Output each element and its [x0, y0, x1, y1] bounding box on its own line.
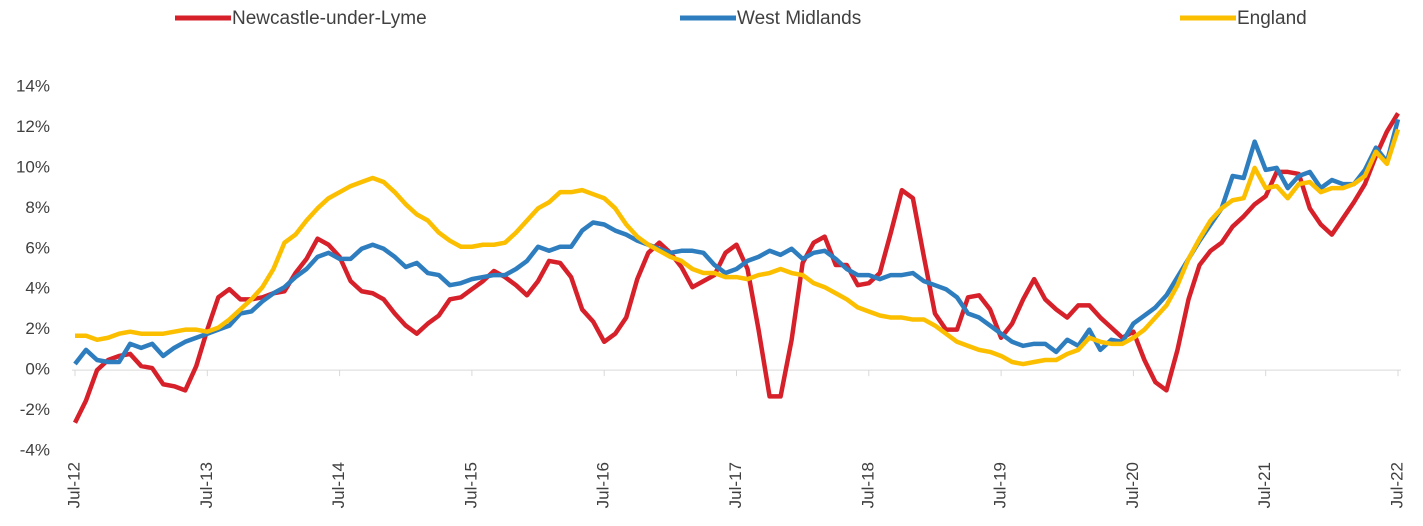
x-tick-label: Jul-13	[197, 462, 216, 508]
y-tick-label: 12%	[16, 117, 50, 136]
x-tick-label: Jul-14	[329, 462, 348, 508]
legend-label: England	[1237, 8, 1307, 29]
series-line	[75, 128, 1401, 367]
y-tick-label: 4%	[25, 279, 50, 298]
y-tick-label: -4%	[20, 440, 50, 459]
x-tick-label: Jul-15	[461, 462, 480, 508]
x-tick-label: Jul-20	[1123, 462, 1142, 508]
series-line	[73, 118, 1401, 366]
x-tick-label: Jul-17	[726, 462, 745, 508]
y-tick-label: -2%	[20, 400, 50, 419]
y-tick-label: 14%	[16, 76, 50, 95]
x-tick-label: Jul-18	[858, 462, 877, 508]
x-tick-label: Jul-12	[64, 462, 83, 508]
y-tick-label: 2%	[25, 319, 50, 338]
x-tick-label: Jul-21	[1255, 462, 1274, 508]
y-tick-label: 10%	[16, 157, 50, 176]
legend-label: West Midlands	[737, 8, 861, 29]
x-tick-label: Jul-16	[594, 462, 613, 508]
y-tick-label: 0%	[25, 360, 50, 379]
legend-label: Newcastle-under-Lyme	[232, 8, 427, 29]
y-tick-label: 8%	[25, 198, 50, 217]
x-tick-label: Jul-22	[1387, 462, 1406, 508]
y-tick-label: 6%	[25, 238, 50, 257]
series-line	[72, 112, 1400, 424]
x-tick-label: Jul-19	[991, 462, 1010, 508]
